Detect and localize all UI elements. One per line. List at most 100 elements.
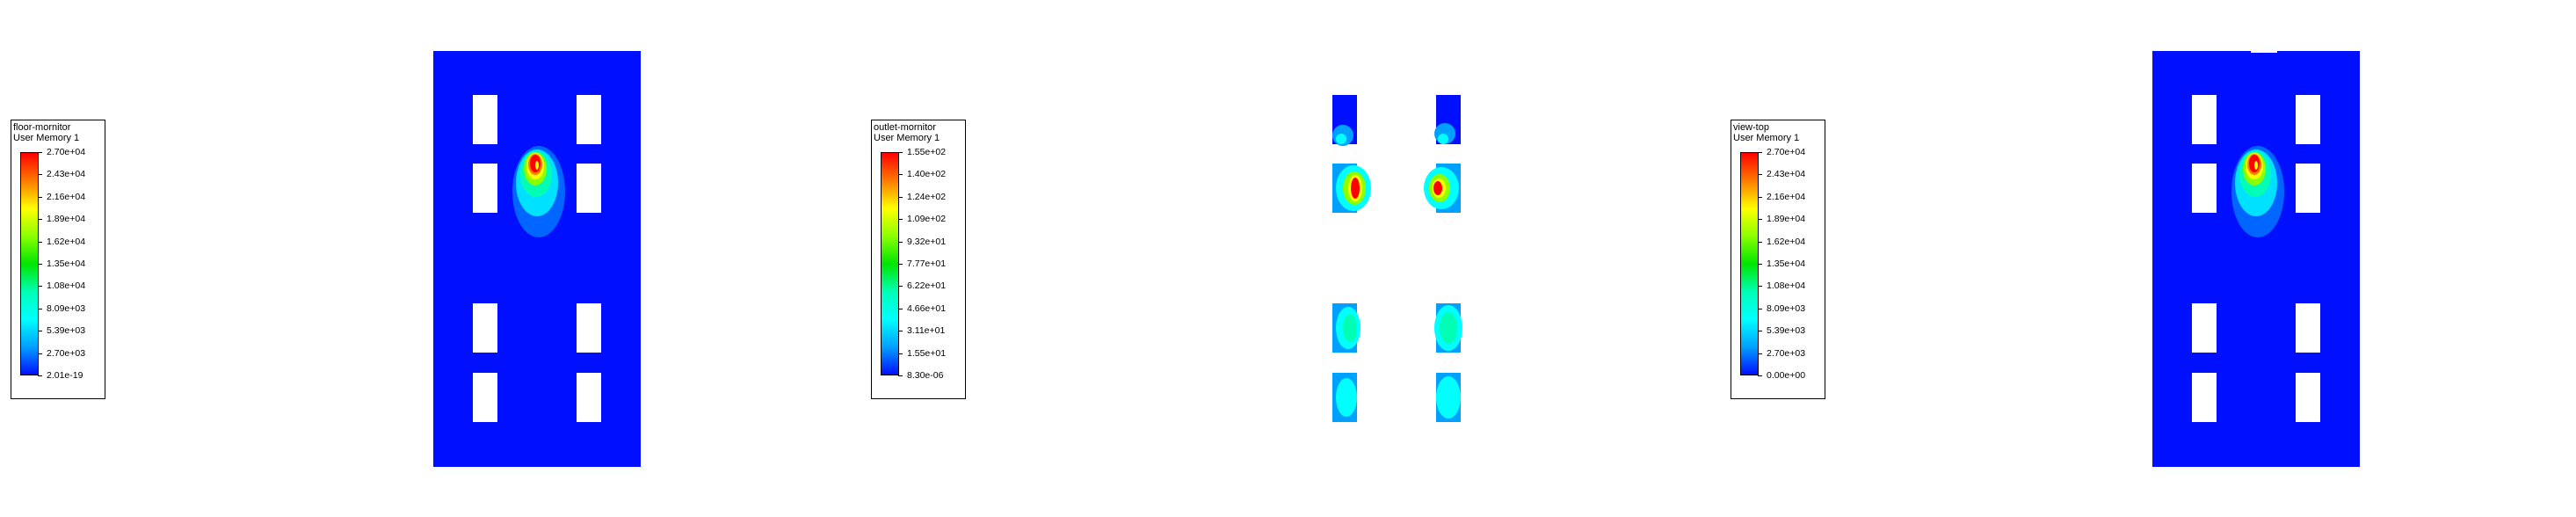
contour-plot bbox=[2152, 51, 2360, 467]
colorbar bbox=[1740, 152, 1759, 375]
opening bbox=[473, 164, 497, 213]
outlet bbox=[1436, 373, 1461, 422]
legend-tick-label: 7.77e+01 bbox=[907, 258, 947, 269]
panel-outlet-monitor: outlet-mornitor User Memory 1 1.55e+02 1.… bbox=[859, 0, 1717, 517]
legend-tick-mark bbox=[898, 174, 903, 176]
legend-tick-mark bbox=[38, 152, 42, 153]
outlet bbox=[1332, 95, 1357, 146]
concentration-hotspot bbox=[2231, 146, 2284, 237]
legend-tick-mark bbox=[38, 264, 42, 265]
legend-tick-label: 1.89e+04 bbox=[47, 214, 86, 225]
colorbar-legend: outlet-mornitor User Memory 1 1.55e+02 1.… bbox=[871, 120, 966, 399]
legend-tick-label: 2.70e+04 bbox=[1767, 147, 1806, 157]
legend-tick-mark bbox=[898, 152, 903, 153]
legend-tick-mark bbox=[1758, 196, 1762, 198]
legend-variable: User Memory 1 bbox=[13, 133, 80, 143]
legend-tick-mark bbox=[898, 264, 903, 265]
legend-tick-mark bbox=[1758, 152, 1762, 153]
legend-tick-label: 3.11e+01 bbox=[907, 325, 946, 337]
outlet bbox=[1332, 303, 1361, 353]
legend-tick-mark bbox=[38, 353, 42, 354]
opening bbox=[577, 164, 601, 213]
contour-plot bbox=[1332, 95, 1462, 422]
legend-tick-label: 2.01e-19 bbox=[47, 370, 83, 381]
legend-tick-mark bbox=[898, 241, 903, 243]
legend-tick-mark bbox=[38, 219, 42, 221]
legend-tick-mark bbox=[38, 174, 42, 176]
opening bbox=[577, 95, 601, 144]
legend-tick-label: 8.09e+03 bbox=[1767, 302, 1806, 314]
legend-tick-mark bbox=[1758, 219, 1762, 221]
legend-tick-mark bbox=[38, 196, 42, 198]
field-background bbox=[2152, 51, 2360, 467]
legend-tick-mark bbox=[898, 375, 903, 376]
colorbar-legend: view-top User Memory 1 2.70e+04 2.43e+04 2… bbox=[1731, 120, 1825, 399]
legend-tick-label: 2.43e+04 bbox=[47, 169, 86, 180]
legend-variable: User Memory 1 bbox=[874, 133, 940, 143]
opening bbox=[2192, 164, 2217, 213]
legend-tick-label: 2.70e+04 bbox=[47, 147, 86, 157]
outlet bbox=[1332, 164, 1371, 213]
legend-tick-label: 1.62e+04 bbox=[47, 236, 86, 247]
outlet bbox=[1424, 164, 1461, 213]
outlet bbox=[1332, 373, 1357, 422]
legend-tick-mark bbox=[898, 196, 903, 198]
legend-tick-label: 1.24e+02 bbox=[907, 191, 947, 202]
legend-tick-label: 1.08e+04 bbox=[1767, 280, 1806, 292]
legend-tick-mark bbox=[1758, 353, 1762, 354]
legend-tick-label: 8.30e-06 bbox=[907, 370, 944, 381]
legend-tick-mark bbox=[1758, 264, 1762, 265]
legend-tick-label: 1.89e+04 bbox=[1767, 214, 1806, 225]
concentration-hotspot bbox=[512, 146, 565, 237]
legend-surface-name: floor-mornitor bbox=[13, 122, 71, 133]
legend-tick-label: 9.32e+01 bbox=[907, 236, 947, 247]
legend-tick-label: 0.00e+00 bbox=[1767, 370, 1806, 381]
panel-view-top: view-top User Memory 1 2.70e+04 2.43e+04 2… bbox=[1717, 0, 2576, 517]
opening bbox=[473, 373, 497, 422]
opening bbox=[473, 95, 497, 144]
legend-tick-label: 4.66e+01 bbox=[907, 302, 947, 314]
legend-tick-mark bbox=[1758, 241, 1762, 243]
outlet bbox=[1434, 303, 1462, 353]
opening bbox=[577, 303, 601, 353]
colorbar-legend: floor-mornitor User Memory 1 2.70e+04 2.4… bbox=[11, 120, 105, 399]
colorbar bbox=[881, 152, 899, 375]
opening bbox=[2192, 95, 2217, 144]
legend-tick-label: 1.55e+02 bbox=[907, 147, 947, 157]
openings bbox=[2192, 95, 2320, 422]
legend-tick-mark bbox=[898, 219, 903, 221]
legend-tick-label: 1.40e+02 bbox=[907, 169, 947, 180]
legend-tick-label: 2.70e+03 bbox=[1767, 347, 1806, 359]
legend-surface-name: view-top bbox=[1733, 122, 1769, 133]
legend-tick-label: 1.55e+01 bbox=[907, 347, 947, 359]
colorbar bbox=[20, 152, 39, 375]
legend-variable: User Memory 1 bbox=[1733, 133, 1800, 143]
opening bbox=[2296, 373, 2320, 422]
legend-tick-mark bbox=[898, 286, 903, 288]
legend-tick-mark bbox=[898, 353, 903, 354]
legend-tick-label: 5.39e+03 bbox=[47, 325, 86, 337]
legend-tick-label: 2.16e+04 bbox=[1767, 191, 1806, 202]
legend-tick-label: 1.09e+02 bbox=[907, 214, 947, 225]
legend-tick-label: 8.09e+03 bbox=[47, 302, 86, 314]
legend-tick-mark bbox=[1758, 174, 1762, 176]
legend-tick-label: 1.08e+04 bbox=[47, 280, 86, 292]
legend-tick-mark bbox=[1758, 286, 1762, 288]
legend-tick-label: 2.70e+03 bbox=[47, 347, 86, 359]
legend-tick-label: 1.62e+04 bbox=[1767, 236, 1806, 247]
panel-floor-monitor: floor-mornitor User Memory 1 2.70e+04 2.4… bbox=[0, 0, 859, 517]
opening bbox=[2296, 303, 2320, 353]
legend-tick-mark bbox=[38, 241, 42, 243]
opening bbox=[2296, 164, 2320, 213]
legend-tick-label: 1.35e+04 bbox=[1767, 258, 1806, 269]
legend-tick-label: 2.43e+04 bbox=[1767, 169, 1806, 180]
opening bbox=[2192, 303, 2217, 353]
contour-plot bbox=[433, 51, 641, 467]
legend-tick-label: 5.39e+03 bbox=[1767, 325, 1806, 337]
legend-tick-mark bbox=[38, 375, 42, 376]
legend-surface-name: outlet-mornitor bbox=[874, 122, 936, 133]
legend-tick-label: 1.35e+04 bbox=[47, 258, 86, 269]
field-background bbox=[433, 51, 641, 467]
legend-tick-label: 6.22e+01 bbox=[907, 280, 947, 292]
legend-tick-label: 2.16e+04 bbox=[47, 191, 86, 202]
